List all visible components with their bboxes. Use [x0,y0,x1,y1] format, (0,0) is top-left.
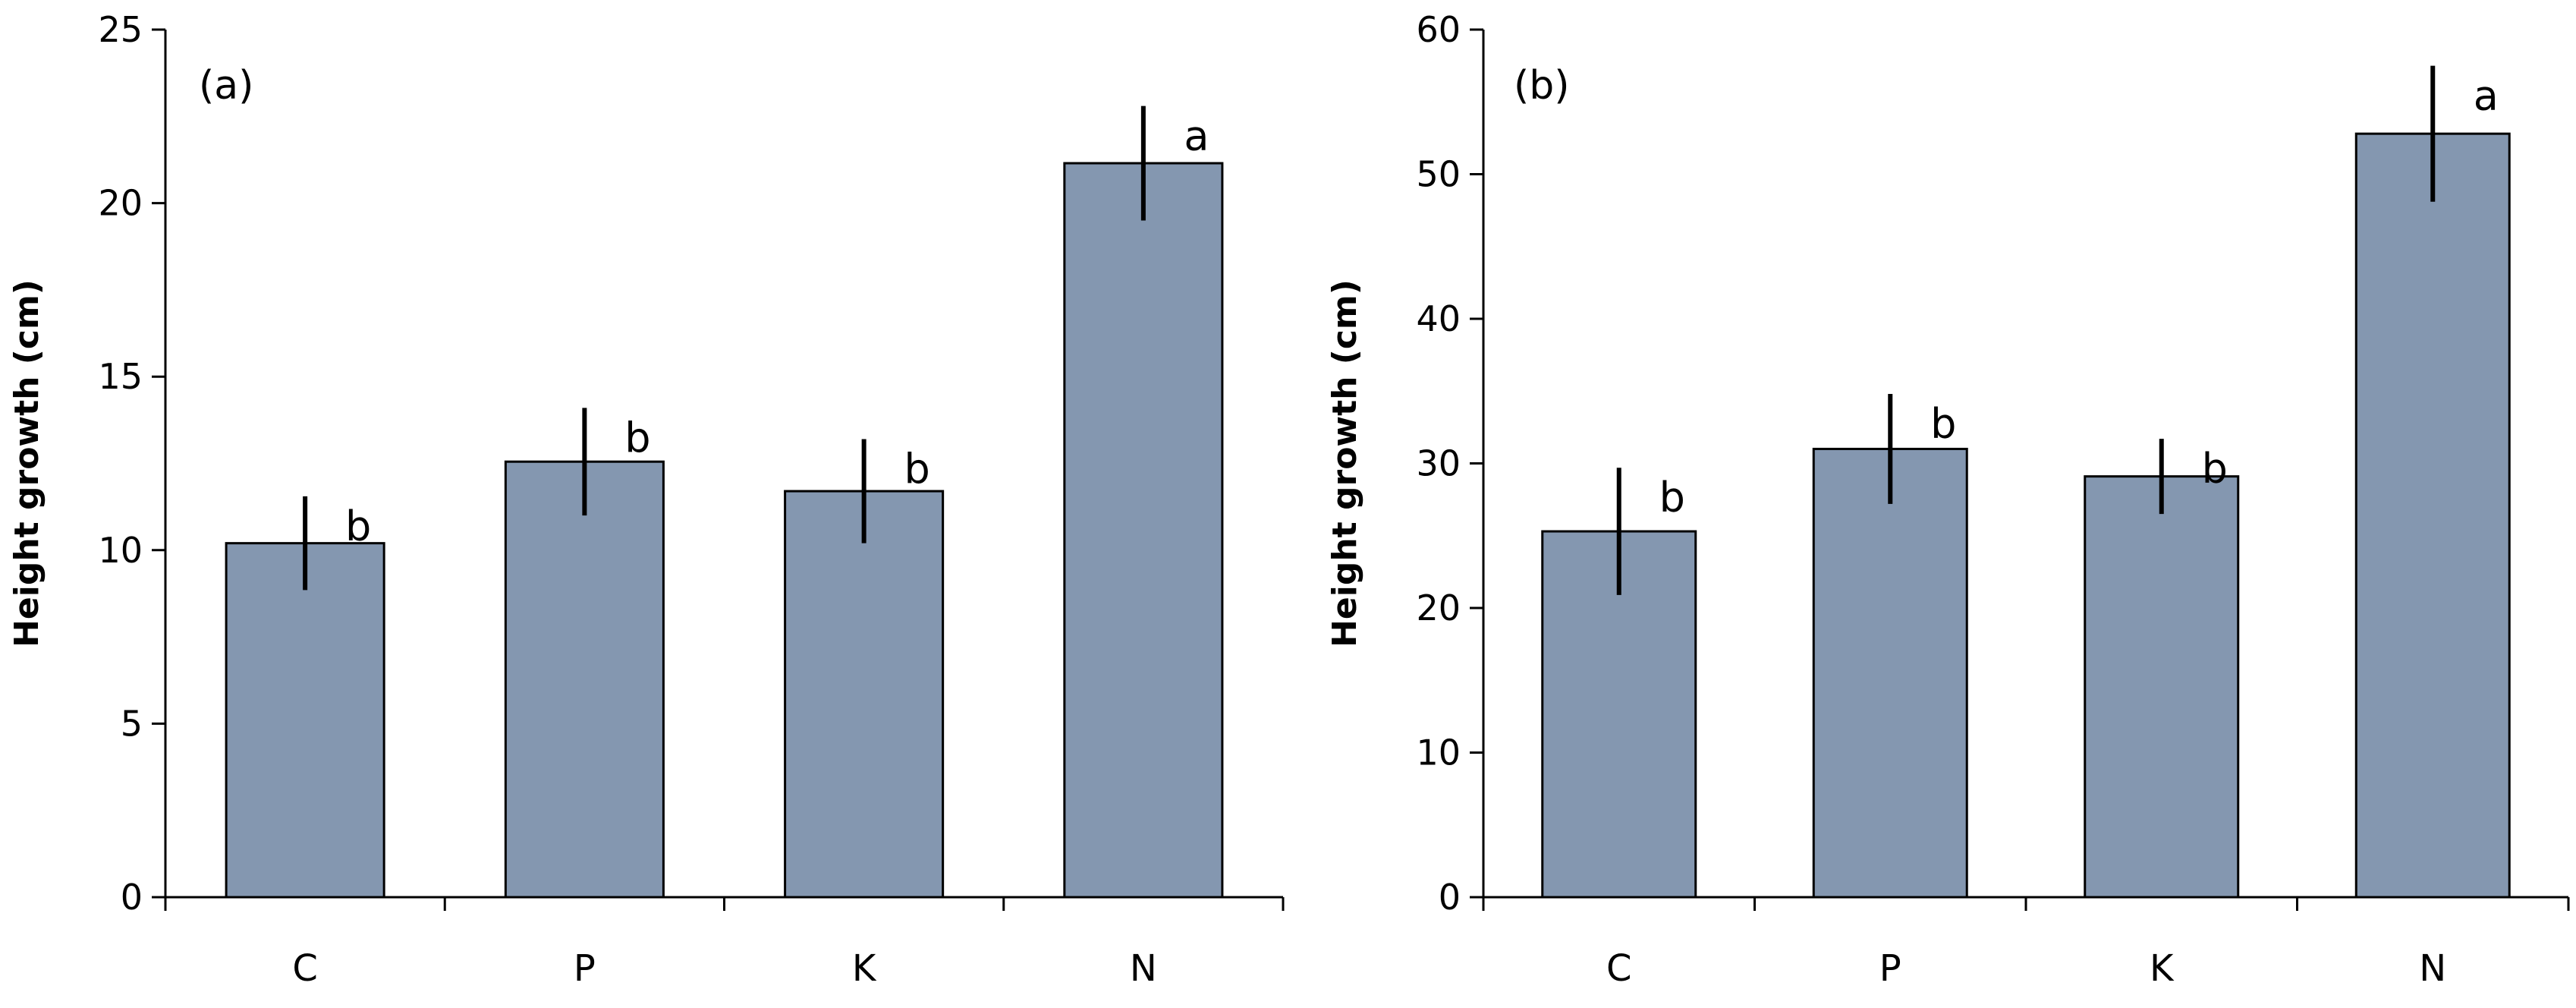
panel-b: 0 10 20 30 40 50 60 b Cb Pb Ka N Height growth (cm) (… [1326,9,2570,990]
significance-letter: a [1184,112,1209,160]
category-label: C [292,947,318,990]
bar-C [225,542,385,899]
significance-letter: b [1930,400,1956,448]
y-tick-label: 0 [121,877,143,918]
category-label: P [1879,947,1901,990]
y-tick-label: 5 [121,703,143,744]
bar-K [2084,475,2240,899]
y-tick-label: 15 [98,356,143,397]
category-label: N [2419,947,2446,990]
y-tick-label: 25 [98,9,143,50]
panel-label: (b) [1514,63,1570,109]
bar-P [1812,447,1968,899]
y-tick-label: 20 [98,183,143,224]
bar-N [1063,162,1224,899]
category-label: K [852,947,877,990]
y-tick-label: 10 [1416,732,1461,773]
y-tick-label: 40 [1416,298,1461,339]
y-axis-title: Height growth (cm) [8,279,46,647]
significance-letter: b [2202,445,2228,493]
y-tick-label: 10 [98,530,143,571]
panel-a: 0 5 10 15 20 25 b Cb Pb Ka N Height growth (cm) (a) [8,9,1285,990]
bar-P [504,460,665,899]
significance-letter: a [2474,72,2499,120]
significance-letter: b [624,414,650,461]
bar-K [784,490,945,899]
category-label: N [1130,947,1157,990]
panel-label: (a) [199,63,253,109]
y-axis-title: Height growth (cm) [1326,279,1364,647]
category-label: K [2150,947,2175,990]
y-tick-label: 60 [1416,9,1461,50]
significance-letter: b [345,502,371,550]
category-label: P [574,947,596,990]
bar-N [2354,132,2511,899]
significance-letter: b [1659,474,1685,521]
y-tick-label: 50 [1416,154,1461,195]
significance-letter: b [904,445,929,493]
category-label: C [1606,947,1632,990]
y-tick-label: 30 [1416,443,1461,484]
y-tick-label: 0 [1439,877,1461,918]
y-tick-label: 20 [1416,587,1461,628]
